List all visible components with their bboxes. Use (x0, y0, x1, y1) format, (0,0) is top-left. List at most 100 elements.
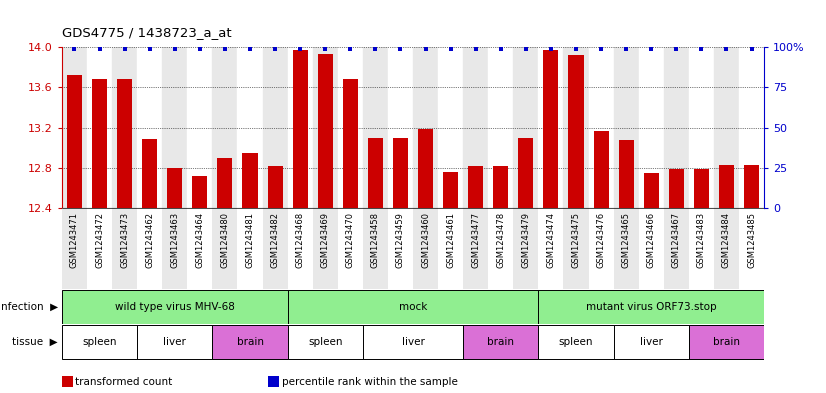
Bar (689, 47, 714, 208)
Text: GSM1243483: GSM1243483 (697, 212, 706, 268)
Bar (388, 208, 413, 289)
Bar (62, 208, 87, 289)
Bar (539, 208, 563, 289)
Text: spleen: spleen (83, 337, 116, 347)
Text: liver: liver (640, 337, 662, 347)
Bar (493, 166, 508, 208)
Bar (162, 47, 188, 208)
Bar (212, 208, 238, 289)
Point (143, 46, 156, 52)
Bar (142, 139, 157, 208)
Bar (287, 47, 313, 208)
Bar (643, 173, 659, 208)
Bar (539, 325, 614, 359)
Bar (463, 208, 488, 289)
Bar (137, 208, 162, 289)
Bar (292, 50, 307, 208)
Bar (714, 208, 739, 289)
Bar (614, 325, 689, 359)
Bar (744, 165, 759, 208)
Text: GSM1243463: GSM1243463 (170, 212, 179, 268)
Bar (418, 129, 433, 208)
Bar (313, 47, 338, 208)
Text: GSM1243480: GSM1243480 (221, 212, 230, 268)
Text: GSM1243484: GSM1243484 (722, 212, 731, 268)
Point (469, 46, 482, 52)
Point (394, 46, 407, 52)
Text: GSM1243466: GSM1243466 (647, 212, 656, 268)
Bar (263, 47, 287, 208)
Bar (212, 47, 238, 208)
Bar (363, 47, 388, 208)
Bar (588, 47, 614, 208)
Bar (137, 47, 162, 208)
Point (193, 46, 206, 52)
Bar (714, 47, 739, 208)
Bar (338, 47, 363, 208)
Point (670, 46, 683, 52)
Bar (739, 47, 764, 208)
Bar (287, 325, 363, 359)
Bar (563, 208, 588, 289)
Text: tissue  ▶: tissue ▶ (12, 337, 58, 347)
Bar (539, 290, 764, 323)
Text: GSM1243485: GSM1243485 (747, 212, 756, 268)
Bar (238, 47, 263, 208)
Text: wild type virus MHV-68: wild type virus MHV-68 (115, 301, 235, 312)
Bar (539, 47, 563, 208)
Bar (62, 290, 287, 323)
Point (419, 46, 432, 52)
Text: GSM1243469: GSM1243469 (320, 212, 330, 268)
Bar (388, 47, 413, 208)
Point (293, 46, 306, 52)
Bar (719, 165, 734, 208)
Text: GSM1243474: GSM1243474 (547, 212, 555, 268)
Bar (544, 50, 558, 208)
Text: GSM1243473: GSM1243473 (120, 212, 129, 268)
Point (695, 46, 708, 52)
Text: GSM1243472: GSM1243472 (95, 212, 104, 268)
Bar (638, 208, 664, 289)
Text: mutant virus ORF73.stop: mutant virus ORF73.stop (586, 301, 716, 312)
Bar (594, 131, 609, 208)
Bar (368, 138, 383, 208)
Point (745, 46, 758, 52)
Point (118, 46, 131, 52)
Bar (513, 208, 539, 289)
Point (244, 46, 257, 52)
Bar (62, 325, 137, 359)
Text: transformed count: transformed count (75, 376, 173, 387)
Bar (638, 47, 664, 208)
Text: GSM1243459: GSM1243459 (396, 212, 405, 268)
Point (569, 46, 582, 52)
Bar (413, 208, 438, 289)
Text: liver: liver (401, 337, 425, 347)
Text: brain: brain (713, 337, 740, 347)
Point (520, 46, 533, 52)
Bar (614, 47, 638, 208)
Bar (363, 208, 388, 289)
Bar (664, 47, 689, 208)
Text: brain: brain (236, 337, 263, 347)
Point (319, 46, 332, 52)
Point (544, 46, 558, 52)
Text: GSM1243479: GSM1243479 (521, 212, 530, 268)
Text: GSM1243464: GSM1243464 (196, 212, 204, 268)
Bar (238, 208, 263, 289)
Bar (739, 208, 764, 289)
Bar (619, 140, 634, 208)
Text: infection  ▶: infection ▶ (0, 301, 58, 312)
Bar (192, 176, 207, 208)
Point (68, 46, 81, 52)
Bar (62, 47, 87, 208)
Text: GSM1243467: GSM1243467 (672, 212, 681, 268)
Bar (488, 208, 513, 289)
Bar (167, 168, 183, 208)
Text: GSM1243477: GSM1243477 (471, 212, 480, 268)
Bar (162, 208, 188, 289)
Bar (137, 325, 212, 359)
Text: GSM1243462: GSM1243462 (145, 212, 154, 268)
Bar (614, 208, 638, 289)
Bar (588, 208, 614, 289)
Text: brain: brain (487, 337, 515, 347)
